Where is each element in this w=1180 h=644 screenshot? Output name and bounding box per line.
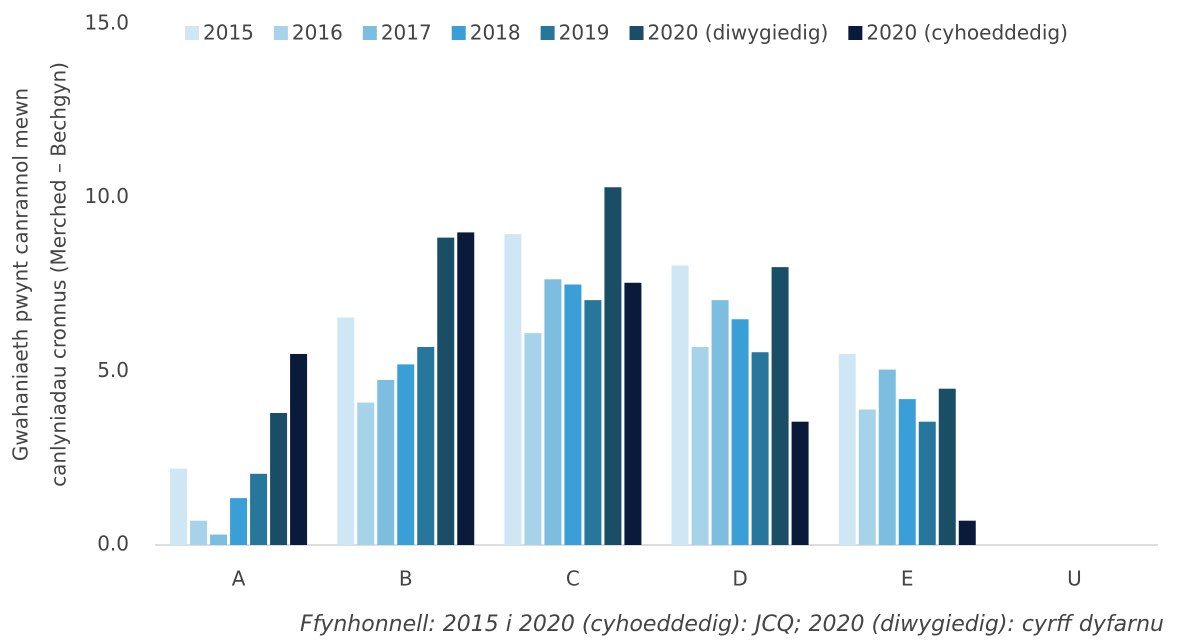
legend-label: 2020 (diwygiedig) (648, 21, 829, 45)
bar (377, 380, 395, 545)
y-tick-label: 15.0 (84, 11, 129, 35)
bar (437, 237, 455, 546)
bar (524, 333, 542, 545)
bar (250, 473, 268, 545)
bar (230, 498, 248, 545)
bar (290, 353, 308, 545)
legend-swatch (273, 26, 288, 40)
bar (457, 232, 475, 545)
y-tick-label: 5.0 (97, 358, 129, 382)
legend-label: 2015 (203, 21, 254, 45)
bar (771, 267, 789, 545)
x-tick-label: B (399, 567, 413, 591)
bar (270, 413, 288, 545)
bar (711, 300, 729, 545)
bar (504, 234, 522, 546)
bar (190, 520, 208, 545)
bar (210, 534, 228, 545)
bar (544, 279, 562, 545)
legend-swatch (848, 26, 863, 40)
x-tick-label: U (1067, 567, 1082, 591)
bar (878, 369, 896, 545)
bar (731, 319, 749, 545)
x-tick-label: C (566, 567, 580, 591)
bar (938, 388, 956, 545)
y-axis-label: canlyniadau cronnus (Merched – Bechgyn) (47, 62, 71, 487)
bar (397, 364, 415, 545)
x-tick-label: D (732, 567, 747, 591)
legend-label: 2016 (292, 21, 343, 45)
bar (918, 421, 936, 545)
legend-swatch (185, 26, 199, 40)
bar (604, 187, 622, 545)
legend-swatch (451, 26, 466, 40)
bar (858, 409, 876, 545)
bar (337, 317, 355, 545)
bar (417, 347, 435, 545)
bar (624, 282, 642, 545)
legend-label: 2019 (559, 21, 610, 45)
bar (838, 353, 856, 545)
legend-label: 2020 (cyhoeddedig) (866, 21, 1068, 45)
bar (671, 265, 689, 545)
bar (564, 284, 582, 545)
bar (898, 399, 916, 545)
x-tick-label: E (901, 567, 914, 591)
legend-label: 2017 (381, 21, 432, 45)
source-note: Ffynhonnell: 2015 i 2020 (cyhoeddedig): … (300, 612, 1164, 637)
bar (691, 347, 709, 545)
x-tick-label: A (232, 567, 246, 591)
bar (357, 402, 375, 545)
bar (170, 468, 188, 545)
bar (958, 520, 976, 545)
y-tick-label: 0.0 (97, 532, 129, 556)
y-axis-label: Gwahaniaeth pwynt canrannol mewn (9, 88, 33, 461)
bar (584, 300, 602, 545)
legend-label: 2018 (470, 21, 521, 45)
bar (751, 352, 769, 545)
legend-swatch (540, 26, 555, 40)
bar (791, 421, 809, 545)
y-tick-label: 10.0 (84, 184, 129, 208)
legend-swatch (362, 26, 377, 40)
legend-swatch (629, 26, 644, 40)
